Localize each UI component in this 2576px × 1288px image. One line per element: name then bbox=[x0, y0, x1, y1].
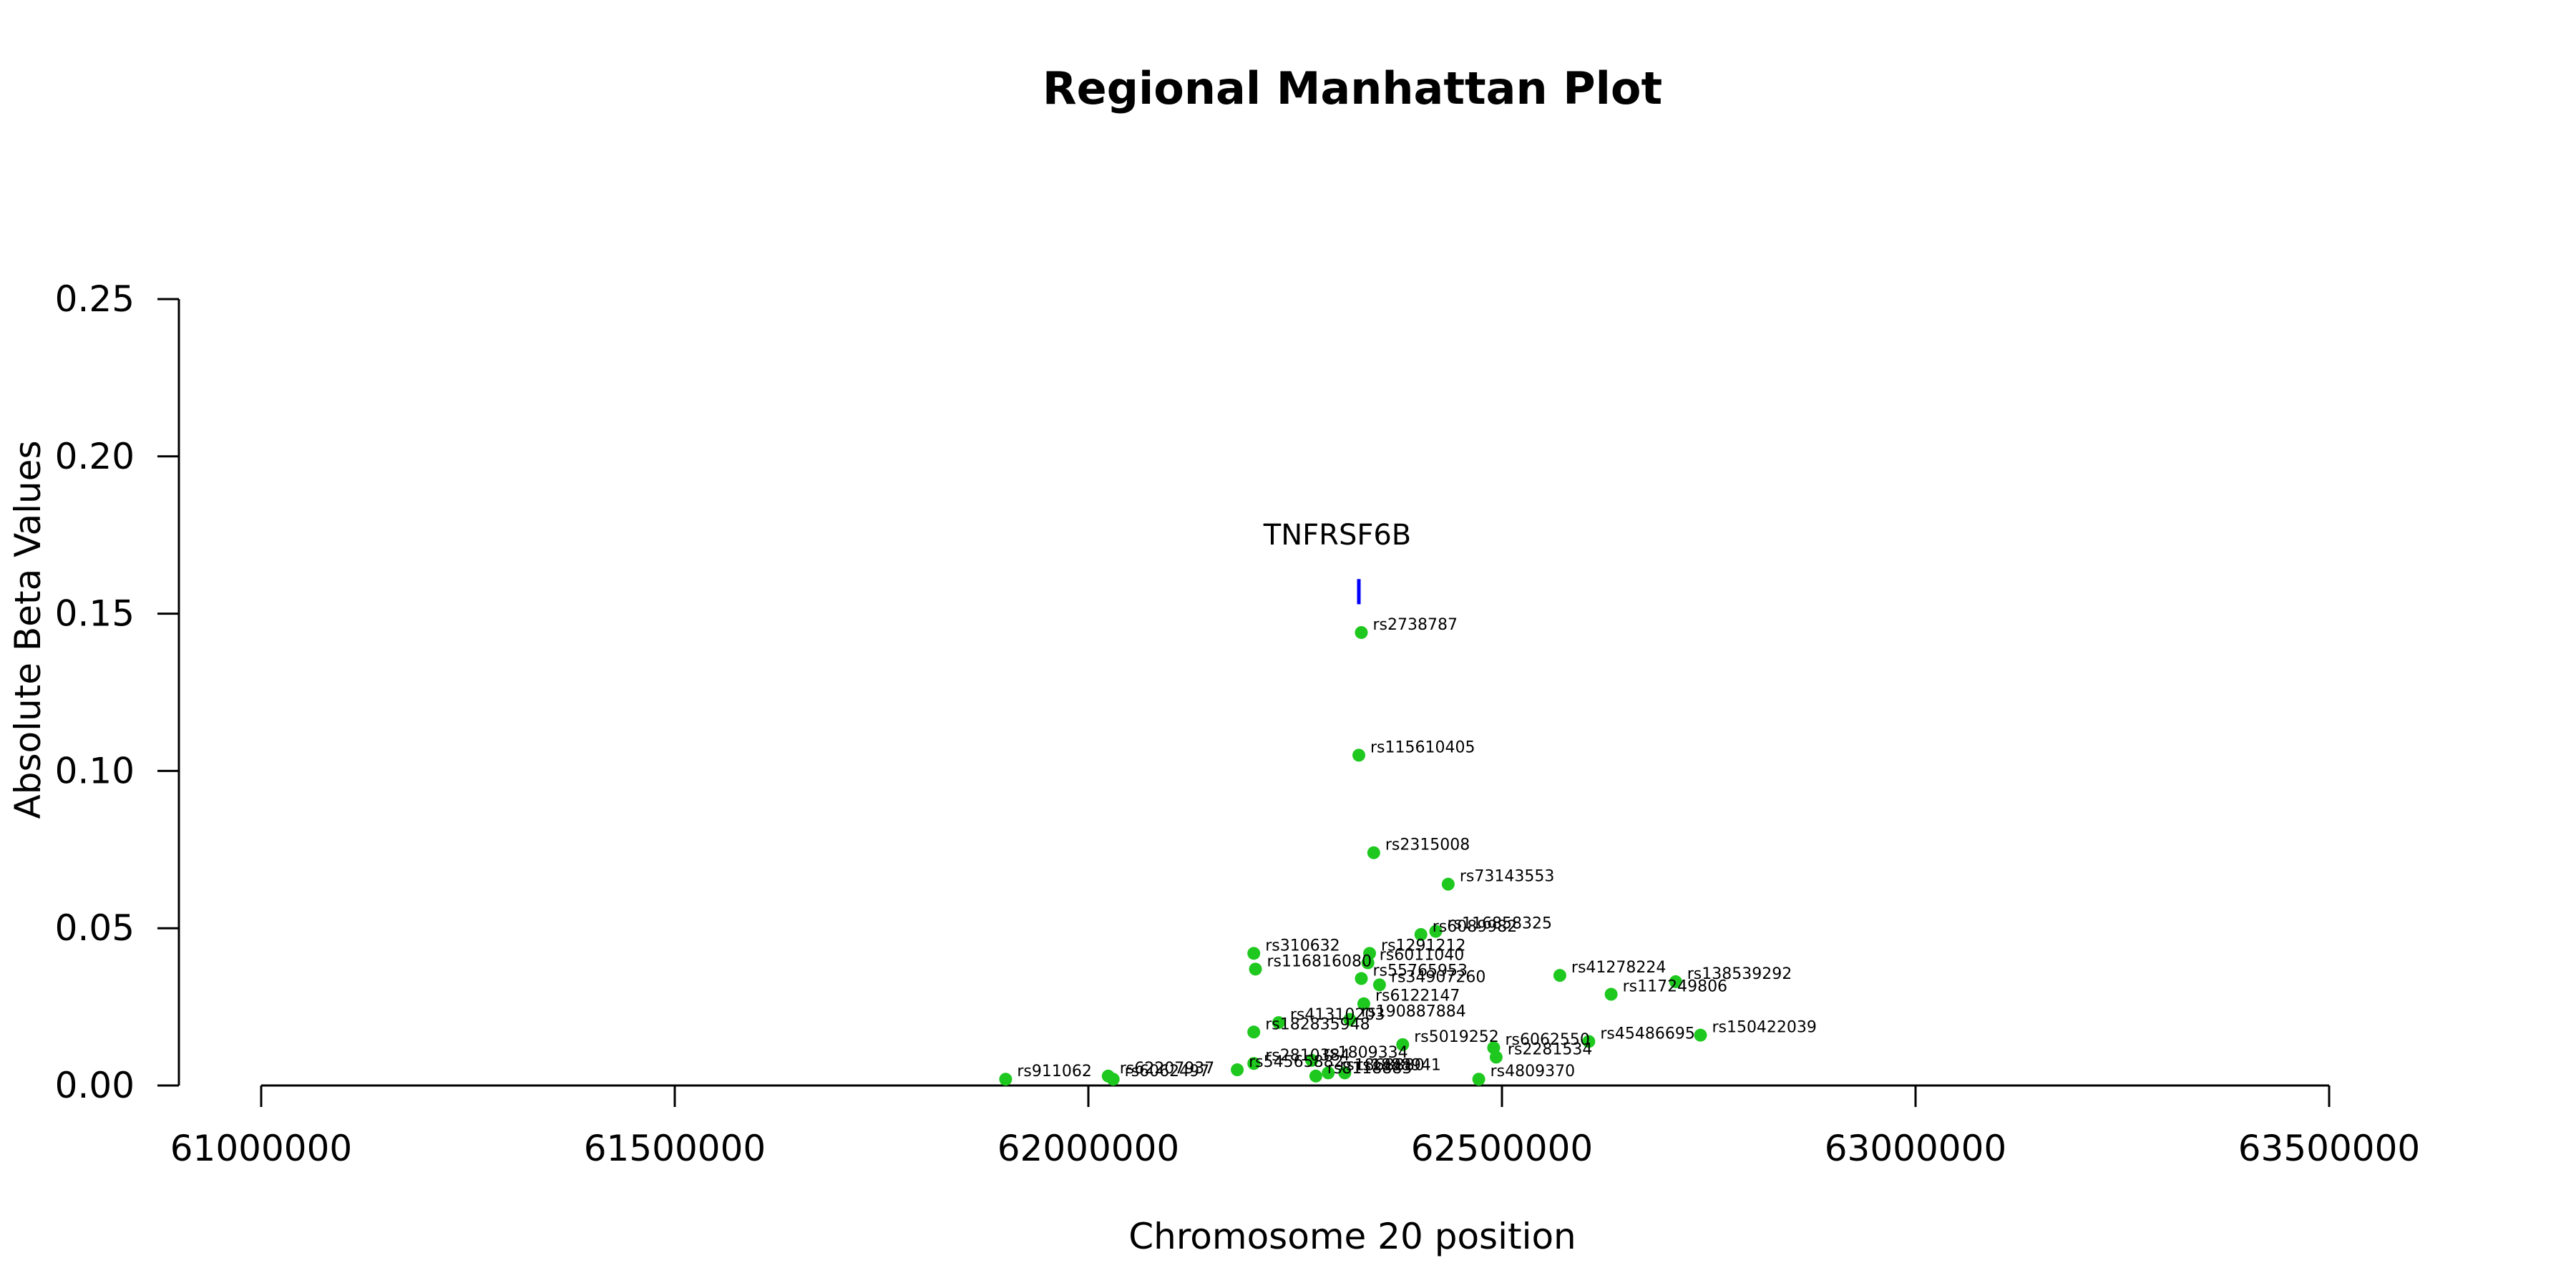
x-tick-label: 63000000 bbox=[1825, 1128, 2007, 1169]
y-tick-label: 0.25 bbox=[55, 278, 135, 320]
snp-point bbox=[1429, 924, 1443, 938]
snp-label: rs6089982 bbox=[1433, 918, 1517, 936]
snp-label: rs5019252 bbox=[1414, 1028, 1499, 1046]
y-tick-label: 0.15 bbox=[55, 593, 135, 635]
snp-label: rs2810384 bbox=[1265, 1047, 1350, 1065]
snp-label: rs116816080 bbox=[1267, 952, 1372, 970]
snp-point bbox=[1694, 1028, 1707, 1042]
snp-label: rs55765953 bbox=[1372, 962, 1467, 980]
snp-label: rs8118883 bbox=[1327, 1060, 1413, 1078]
snp-label: rs6062497 bbox=[1125, 1063, 1210, 1080]
chart-title: Regional Manhattan Plot bbox=[1043, 62, 1662, 114]
snp-point bbox=[1231, 1063, 1244, 1077]
y-tick-label: 0.05 bbox=[55, 907, 135, 949]
y-axis-label: Absolute Beta Values bbox=[7, 441, 49, 819]
x-axis-label: Chromosome 20 position bbox=[1128, 1216, 1576, 1257]
snp-label: rs182835948 bbox=[1265, 1015, 1370, 1033]
x-tick-label: 61500000 bbox=[584, 1128, 766, 1169]
snp-label: rs116858325 bbox=[1448, 915, 1552, 933]
snp-label: rs2315008 bbox=[1385, 836, 1470, 854]
snp-point bbox=[1322, 1066, 1335, 1080]
snp-point bbox=[1247, 947, 1261, 960]
snp-label: rs1888941 bbox=[1356, 1056, 1441, 1074]
x-axis: 61000000 61500000 62000000 62500000 63000000… bbox=[170, 1084, 2421, 1169]
snp-points bbox=[999, 625, 1707, 1086]
snp-point bbox=[1441, 877, 1455, 891]
snp-label: rs34907260 bbox=[1391, 968, 1485, 986]
snp-label: rs150422039 bbox=[1712, 1019, 1816, 1037]
snp-point bbox=[1472, 1073, 1485, 1086]
snp-point bbox=[1338, 1066, 1352, 1080]
gene-annotation: TNFRSF6B bbox=[1263, 519, 1411, 605]
snp-label: rs115610405 bbox=[1370, 738, 1475, 756]
snp-point bbox=[1272, 1016, 1285, 1030]
x-tick-label: 62000000 bbox=[997, 1128, 1180, 1169]
x-tick-label: 61000000 bbox=[170, 1128, 353, 1169]
snp-point bbox=[1247, 1025, 1261, 1039]
snp-point bbox=[1305, 1053, 1319, 1067]
snp-label: rs45486695 bbox=[1600, 1025, 1694, 1043]
snp-point bbox=[1355, 972, 1368, 985]
y-tick-label: 0.10 bbox=[55, 750, 135, 791]
snp-label: rs6122147 bbox=[1375, 987, 1460, 1005]
snp-label: rs54565882 bbox=[1249, 1053, 1343, 1071]
snp-point bbox=[1582, 1035, 1596, 1048]
snp-point bbox=[1249, 962, 1262, 976]
snp-point bbox=[1669, 975, 1682, 988]
snp-label: rs6062550 bbox=[1505, 1031, 1590, 1049]
gene-label: TNFRSF6B bbox=[1263, 519, 1411, 552]
x-tick-label: 62500000 bbox=[1411, 1128, 1594, 1169]
snp-label: rs190887884 bbox=[1361, 1003, 1465, 1021]
snp-point bbox=[999, 1073, 1013, 1086]
snp-label: rs1868880 bbox=[1340, 1056, 1425, 1074]
snp-label: rs4809370 bbox=[1491, 1063, 1576, 1080]
snp-label: rs1809334 bbox=[1323, 1044, 1408, 1062]
y-tick-label: 0.00 bbox=[55, 1065, 135, 1106]
snp-label: rs73143553 bbox=[1460, 868, 1554, 886]
snp-point bbox=[1396, 1038, 1410, 1051]
snp-label: rs2281534 bbox=[1508, 1040, 1593, 1058]
snp-label: rs41310203 bbox=[1290, 1006, 1385, 1024]
snp-point bbox=[1309, 1069, 1322, 1083]
snp-label: rs2738787 bbox=[1372, 616, 1458, 634]
snp-label: rs41278224 bbox=[1571, 959, 1666, 977]
snp-label: rs117249806 bbox=[1623, 978, 1727, 996]
snp-label: rs62207937 bbox=[1120, 1060, 1214, 1078]
y-axis: 0.00 0.05 0.10 0.15 0.20 0.25 bbox=[55, 278, 180, 1106]
snp-point bbox=[1604, 987, 1618, 1001]
snp-point bbox=[1355, 625, 1368, 639]
snp-label: rs1291212 bbox=[1381, 937, 1466, 955]
snp-point bbox=[1414, 927, 1428, 941]
x-tick-label: 63500000 bbox=[2238, 1128, 2421, 1169]
snp-point bbox=[1489, 1050, 1503, 1064]
snp-label: rs911062 bbox=[1017, 1063, 1092, 1080]
snp-labels: rs2738787 rs115610405 rs2315008 rs73143553 r… bbox=[1017, 616, 1817, 1080]
snp-label: rs6011040 bbox=[1380, 947, 1465, 965]
snp-point bbox=[1372, 978, 1386, 992]
snp-point bbox=[1247, 1057, 1261, 1070]
snp-label: rs138539292 bbox=[1687, 965, 1792, 983]
snp-point bbox=[1106, 1073, 1120, 1086]
snp-point bbox=[1357, 997, 1370, 1010]
snp-point bbox=[1343, 1013, 1357, 1026]
snp-point bbox=[1367, 846, 1380, 859]
snp-point bbox=[1361, 956, 1375, 970]
y-tick-label: 0.20 bbox=[55, 436, 135, 477]
snp-point bbox=[1352, 748, 1366, 762]
snp-label: rs310632 bbox=[1265, 937, 1340, 955]
snp-point bbox=[1553, 969, 1566, 982]
